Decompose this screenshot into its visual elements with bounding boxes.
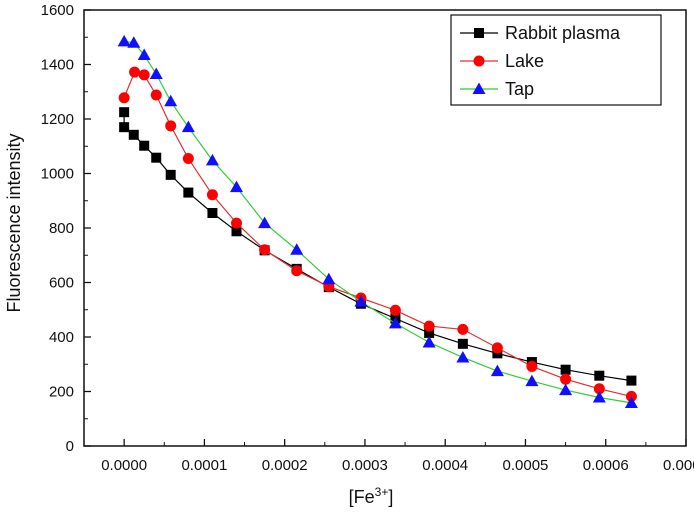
data-point-lake [491,342,503,354]
data-point-tap [258,216,272,229]
tick-layer: 0.0000 0.0001 0.0002 0.0003 0.0004 0.0005 0.00… [41,2,694,474]
y-tick-label: 1200 [41,111,74,128]
y-tick-label: 600 [49,275,74,292]
series-tap [117,34,638,408]
x-tick-label: 0.0001 [181,457,227,474]
data-point-rabbit-plasma [626,375,637,386]
legend-box [450,14,662,106]
x-axis-title-main: [Fe [349,487,375,507]
data-point-rabbit-plasma [424,327,435,338]
data-point-rabbit-plasma [594,370,605,381]
legend-marker-lake [473,55,485,67]
data-point-tap [624,396,638,408]
y-axis-title: Fluorescence intensity [4,133,24,312]
data-point-tap [490,364,504,377]
data-point-rabbit-plasma [231,226,242,237]
legend-marker-tap [472,82,486,94]
data-point-tap [354,295,368,307]
data-point-lake [625,390,637,402]
data-point-rabbit-plasma [165,169,176,180]
x-tick-label: 0.0000 [101,457,147,474]
series-layer [117,34,638,408]
x-tick-label: 0.0005 [503,457,549,474]
data-point-tap [422,335,436,348]
data-point-rabbit-plasma [151,152,162,163]
data-point-rabbit-plasma [139,140,150,151]
data-point-tap [181,120,195,133]
data-point-tap [230,180,244,193]
legend-marker-rabbit-plasma [474,28,484,38]
y-tick-label: 400 [49,329,74,346]
data-point-rabbit-plasma [207,208,218,219]
data-point-lake [118,92,130,104]
data-point-lake [231,217,243,229]
x-axis-title-superscript: 3+ [375,485,389,499]
data-point-rabbit-plasma [183,187,194,198]
y-tick-label: 1000 [41,166,74,183]
data-point-rabbit-plasma [457,338,468,349]
series-line-lake [123,71,632,397]
data-point-lake [291,265,303,277]
x-tick-label: 0.0006 [583,457,629,474]
data-point-lake [423,320,435,332]
legend-label-rabbit-plasma: Rabbit plasma [505,23,621,43]
data-point-lake [457,323,469,335]
data-point-lake [526,360,538,372]
data-point-rabbit-plasma [128,129,139,140]
data-point-lake [165,120,177,132]
data-point-lake [182,153,194,165]
data-point-tap [456,350,470,363]
legend: Rabbit plasma Lake Tap [450,14,662,106]
series-lake [118,66,637,402]
data-point-tap [127,36,141,48]
data-point-tap [164,94,178,107]
data-point-tap [205,153,219,166]
data-point-tap [559,383,573,396]
data-point-tap [322,272,336,285]
data-point-lake [206,189,218,201]
data-point-tap [388,316,402,329]
legend-label-tap: Tap [505,79,534,99]
data-point-rabbit-plasma [560,364,571,375]
x-axis-title-close: ] [388,487,393,507]
data-point-tap [149,67,163,80]
data-point-lake [593,383,605,395]
data-point-tap [592,390,606,403]
data-point-tap [117,34,131,47]
data-point-tap [290,243,304,255]
x-tick-label: 0.0007 [663,457,694,474]
x-tick-label: 0.0003 [342,457,388,474]
x-tick-label: 0.0004 [422,457,468,474]
data-point-rabbit-plasma [119,122,130,133]
data-point-rabbit-plasma [119,107,130,118]
y-tick-label: 200 [49,384,74,401]
y-tick-label: 1600 [41,2,74,19]
x-tick-label: 0.0002 [262,457,308,474]
data-point-tap [137,48,151,60]
data-point-lake [560,373,572,385]
plot-frame [83,9,687,447]
y-tick-label: 1400 [41,57,74,74]
data-point-lake [129,66,141,78]
legend-label-lake: Lake [505,51,544,71]
data-point-lake [150,89,162,101]
data-point-lake [389,304,401,316]
data-point-lake [259,244,271,256]
y-tick-label: 800 [49,220,74,237]
data-point-tap [525,374,539,387]
x-axis-title: [Fe3+] [349,485,394,507]
y-tick-label: 0 [66,438,74,455]
data-point-lake [138,69,150,81]
legend-entries: Rabbit plasma Lake Tap [460,23,621,99]
